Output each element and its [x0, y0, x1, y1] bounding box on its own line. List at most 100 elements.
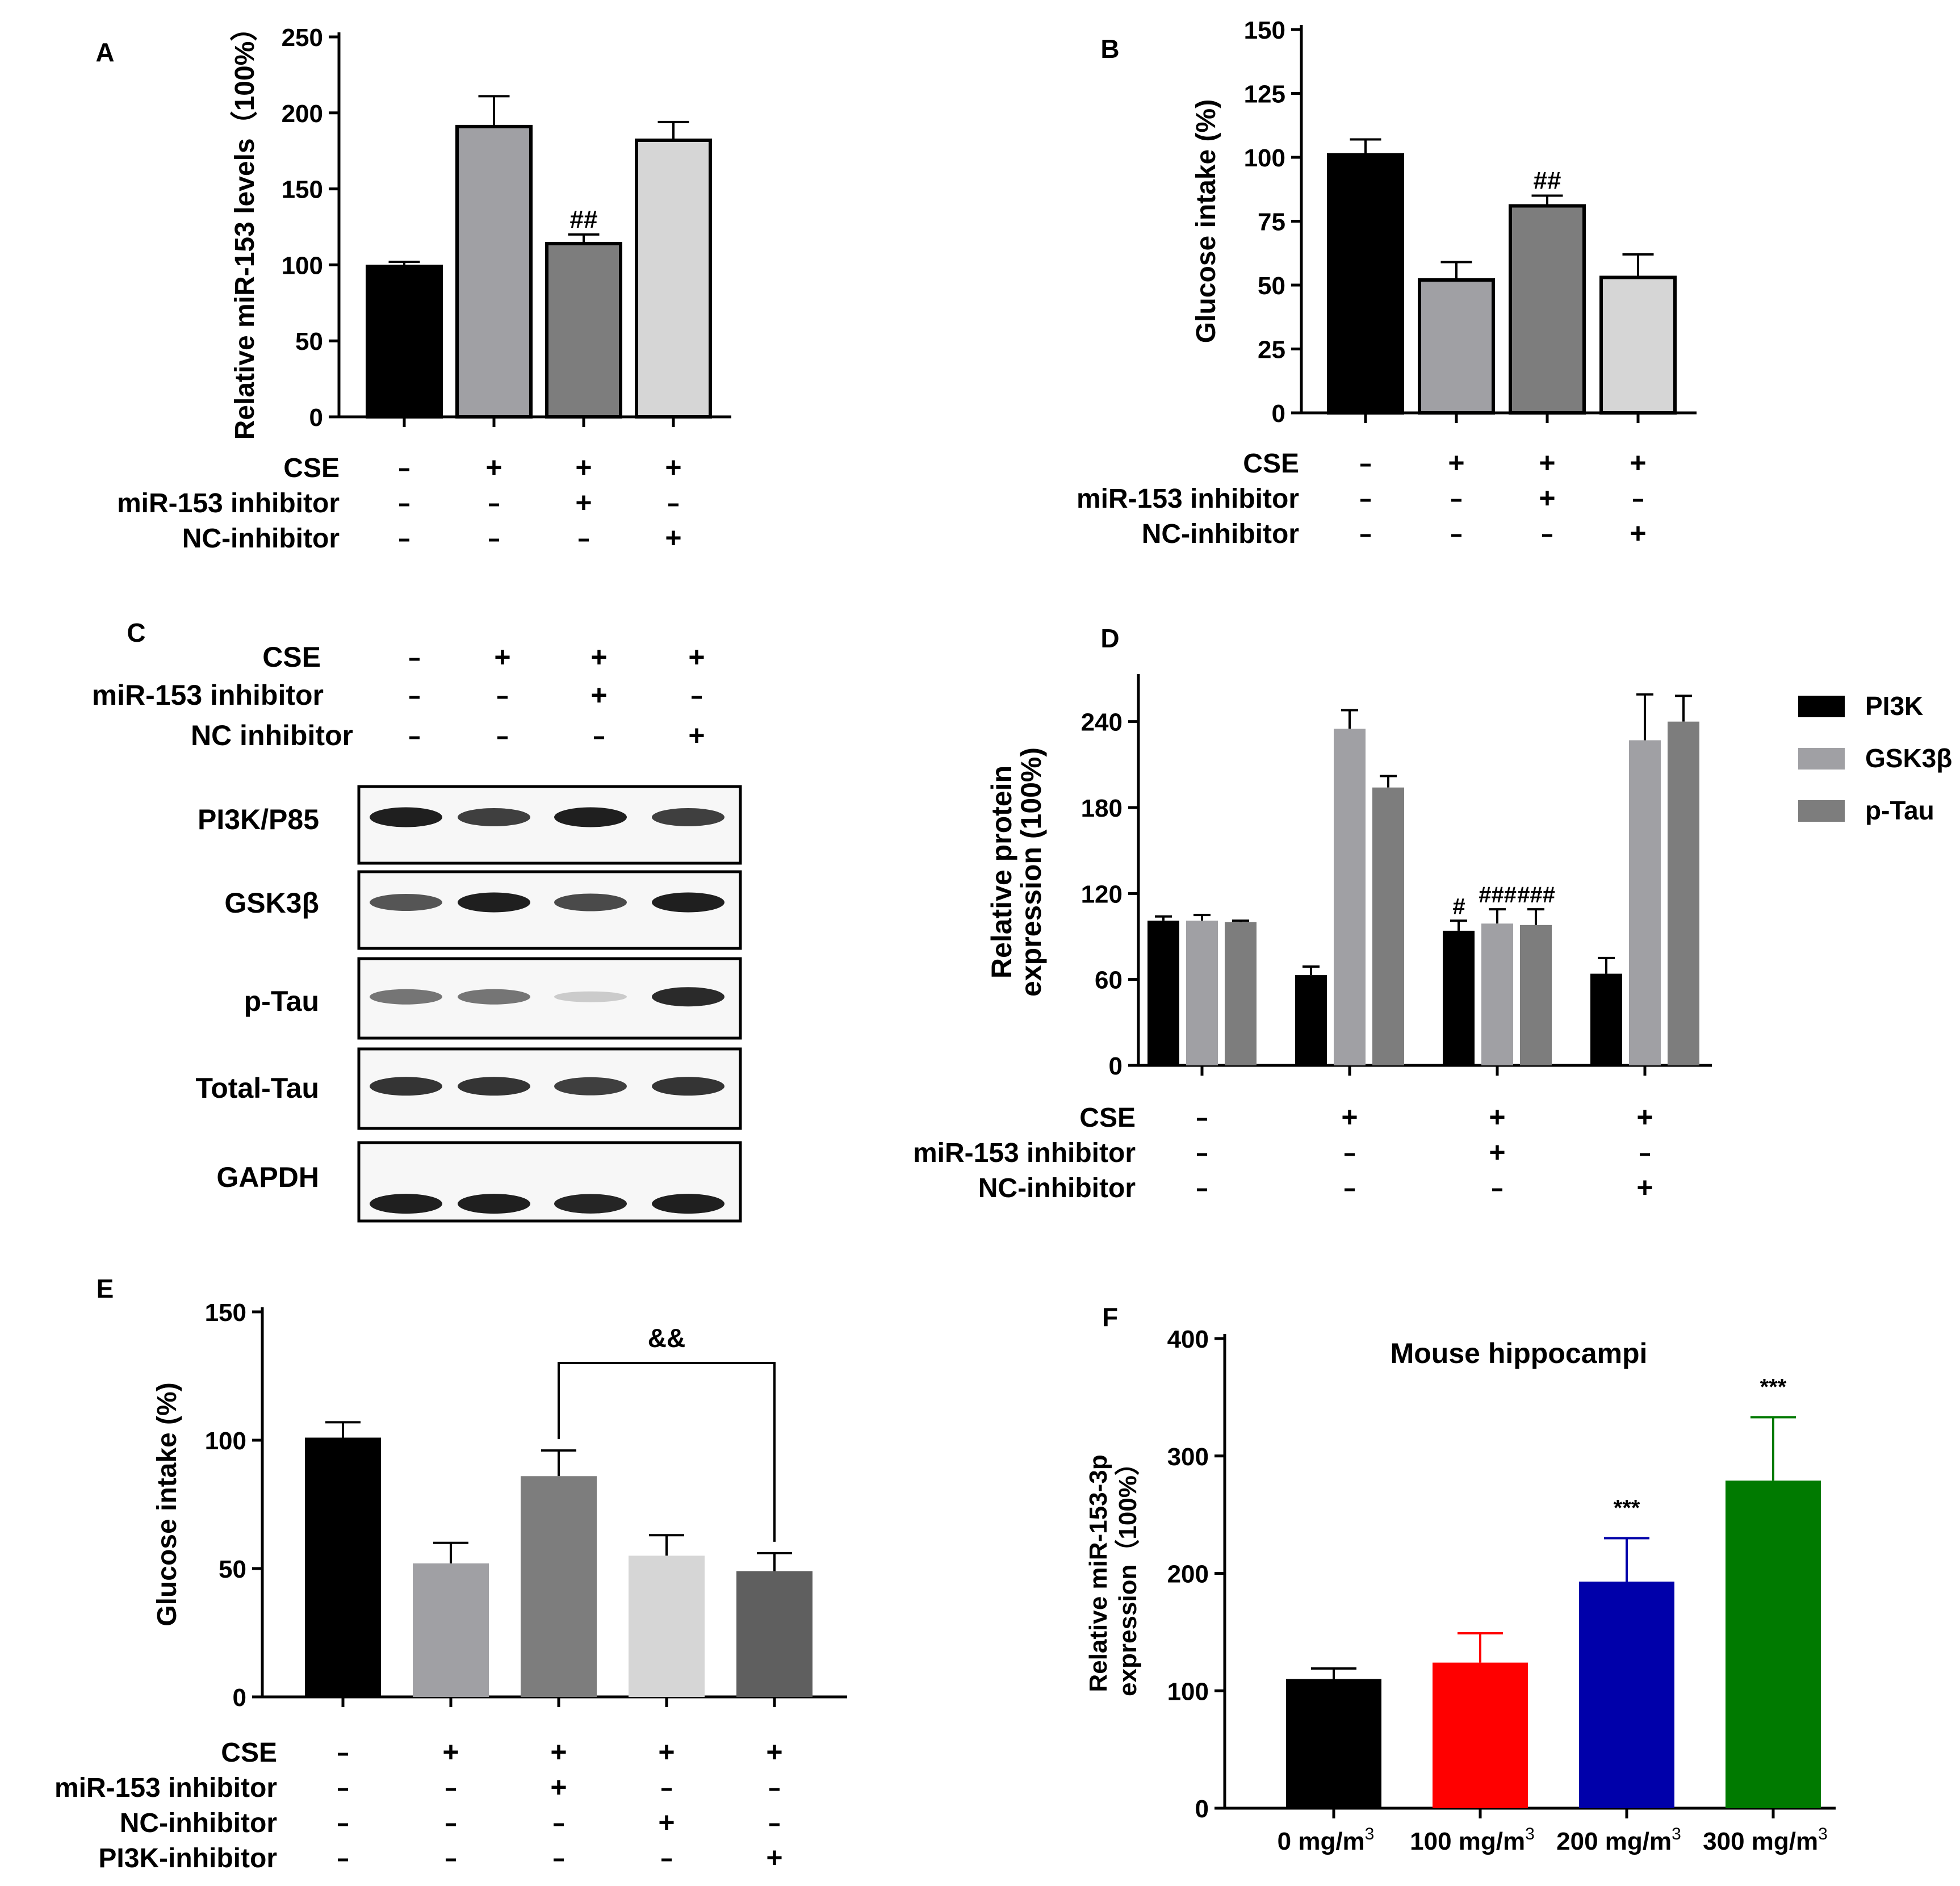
- blot-band: [554, 807, 627, 827]
- panel-label-c: C: [127, 618, 145, 647]
- blot-band: [554, 893, 627, 911]
- chart-b-treatment-label-mir-153-inhibitor: miR-153 inhibitor: [1077, 484, 1299, 514]
- chart-f-significance-label: ***: [1614, 1495, 1640, 1520]
- blot-band: [652, 808, 724, 826]
- chart-e-y-tick-label: 150: [205, 1299, 246, 1327]
- chart-d-treatment-plus: +: [1341, 1101, 1358, 1133]
- blot-band: [458, 989, 530, 1005]
- chart-e-bar: [521, 1476, 597, 1697]
- chart-b-bar: [1509, 204, 1586, 415]
- chart-d-y-tick-label: 120: [1081, 880, 1123, 908]
- chart-f-x-tick-label: 0 mg/m3: [1278, 1825, 1375, 1855]
- blot-band: [554, 991, 627, 1002]
- chart-a-bar: [455, 124, 533, 419]
- chart-f-y-tick-label: 200: [1167, 1561, 1209, 1588]
- chart-d-bar-p-tau: [1520, 925, 1552, 1065]
- chart-e-treatment-plus: +: [766, 1736, 782, 1768]
- chart-a-y-tick-label: 150: [282, 176, 323, 204]
- blot-treatment-plus: +: [590, 679, 607, 711]
- chart-e-y-tick-label: 50: [219, 1555, 246, 1583]
- chart-d-treatment-plus: +: [1489, 1136, 1505, 1168]
- blot-band: [554, 1077, 627, 1095]
- chart-a-bar: [635, 138, 712, 419]
- western-blot-panel-c: CSE + + + miR-153 inhibitor + NC inhibitor + PI3…: [92, 641, 742, 1223]
- chart-a-y-tick-label: 0: [309, 404, 323, 432]
- chart-d-legend-swatch-pi3k: [1798, 696, 1845, 717]
- chart-b-y-tick-label: 75: [1258, 208, 1285, 236]
- blot-treatment-plus: +: [688, 720, 705, 751]
- chart-f-y-tick-label: 100: [1167, 1678, 1209, 1705]
- chart-a-treatment-label-nc-inhibitor: NC-inhibitor: [182, 524, 340, 554]
- chart-d-bar-pi3k: [1295, 975, 1327, 1065]
- chart-d-y-tick-label: 0: [1109, 1052, 1123, 1080]
- chart-a-significance-label: ##: [570, 206, 598, 233]
- chart-e-treatment-label-nc-inhibitor: NC-inhibitor: [120, 1808, 277, 1838]
- blot-treatment-label-cse: CSE: [262, 641, 321, 673]
- blot-protein-label-pi3k-p85: PI3K/P85: [198, 804, 319, 835]
- chart-b-bar: [1418, 278, 1495, 415]
- chart-e-treatment-label-cse: CSE: [221, 1738, 277, 1768]
- chart-e-treatment-label-mir-153-inhibitor: miR-153 inhibitor: [55, 1773, 277, 1803]
- blot-protein-label-gapdh: GAPDH: [216, 1161, 319, 1193]
- chart-a-treatment-label-mir-153-inhibitor: miR-153 inhibitor: [117, 488, 340, 518]
- chart-d-y-tick-label: 180: [1081, 794, 1123, 822]
- chart-b-y-tick-label: 50: [1258, 272, 1285, 300]
- chart-f-x-tick-label: 200 mg/m3: [1556, 1825, 1681, 1855]
- chart-d-bar-pi3k: [1147, 921, 1179, 1065]
- chart-b-treatment-plus: +: [1630, 517, 1646, 549]
- chart-e-y-tick-label: 100: [205, 1427, 246, 1455]
- panel-label-f: F: [1102, 1302, 1118, 1332]
- panel-label-b: B: [1100, 34, 1119, 64]
- chart-d-treatment-plus: +: [1636, 1101, 1653, 1133]
- panel-label-a: A: [95, 37, 114, 67]
- blot-protein-label-gsk3: GSK3β: [224, 887, 319, 919]
- chart-a-y-tick-label: 200: [282, 100, 323, 128]
- blot-treatment-plus: +: [688, 641, 705, 673]
- chart-a-y-tick-label: 50: [295, 328, 323, 356]
- chart-d-bar-p-tau: [1225, 922, 1257, 1065]
- chart-e-treatment-plus: +: [442, 1736, 459, 1768]
- chart-f-bar: [1726, 1481, 1821, 1808]
- chart-d-legend-label-pi3k: PI3K: [1865, 691, 1923, 721]
- blot-band: [370, 1077, 442, 1096]
- blot-band: [554, 1194, 627, 1214]
- blot-band: [652, 1077, 724, 1096]
- chart-e-treatment-plus: +: [658, 1806, 675, 1838]
- chart-f-significance-label: ***: [1760, 1375, 1787, 1400]
- chart-b-treatment-label-cse: CSE: [1243, 449, 1299, 479]
- chart-d-legend-swatch-p-tau: [1798, 800, 1845, 822]
- chart-d-legend-swatch-gsk3: [1798, 748, 1845, 770]
- chart-e-bar: [736, 1571, 813, 1697]
- chart-b-y-tick-label: 125: [1244, 81, 1285, 108]
- chart-d-legend-label-gsk3: GSK3β: [1865, 743, 1952, 773]
- chart-d-bar-gsk3: [1186, 921, 1218, 1065]
- chart-b-y-tick-label: 150: [1244, 16, 1285, 44]
- chart-d-y-tick-label: 60: [1095, 967, 1123, 994]
- blot-band: [458, 808, 530, 826]
- chart-a-treatment-label-cse: CSE: [283, 453, 340, 483]
- chart-a-y-tick-label: 100: [282, 252, 323, 279]
- panel-label-d: D: [1100, 624, 1119, 653]
- chart-f-x-tick-label: 100 mg/m3: [1410, 1825, 1535, 1855]
- chart-a-bar: [545, 241, 622, 419]
- chart-e-treatment-plus: +: [658, 1736, 675, 1768]
- chart-d-bar-gsk3: [1481, 923, 1513, 1065]
- chart-d-legend-label-p-tau: p-Tau: [1865, 796, 1934, 825]
- blot-treatment-plus: +: [590, 641, 607, 673]
- blot-protein-label-p-tau: p-Tau: [244, 985, 319, 1017]
- chart-d-treatment-label-nc-inhibitor: NC-inhibitor: [978, 1173, 1136, 1203]
- chart-b-y-tick-label: 100: [1244, 144, 1285, 172]
- chart-a-treatment-plus: +: [575, 451, 592, 483]
- chart-d-bar-gsk3: [1629, 740, 1661, 1065]
- blot-band: [458, 1077, 530, 1096]
- blot-band: [370, 989, 442, 1005]
- chart-d-bar-pi3k: [1443, 930, 1475, 1065]
- chart-b-bar: [1327, 153, 1404, 415]
- chart-a-y-axis-label: Relative miR-153 levels（100%）: [230, 14, 260, 440]
- blot-band: [652, 1194, 724, 1214]
- chart-d-y-axis-label: expression (100%): [1015, 747, 1047, 997]
- chart-b-y-tick-label: 25: [1258, 336, 1285, 364]
- blot-band: [652, 892, 724, 913]
- chart-f-bar: [1433, 1662, 1528, 1808]
